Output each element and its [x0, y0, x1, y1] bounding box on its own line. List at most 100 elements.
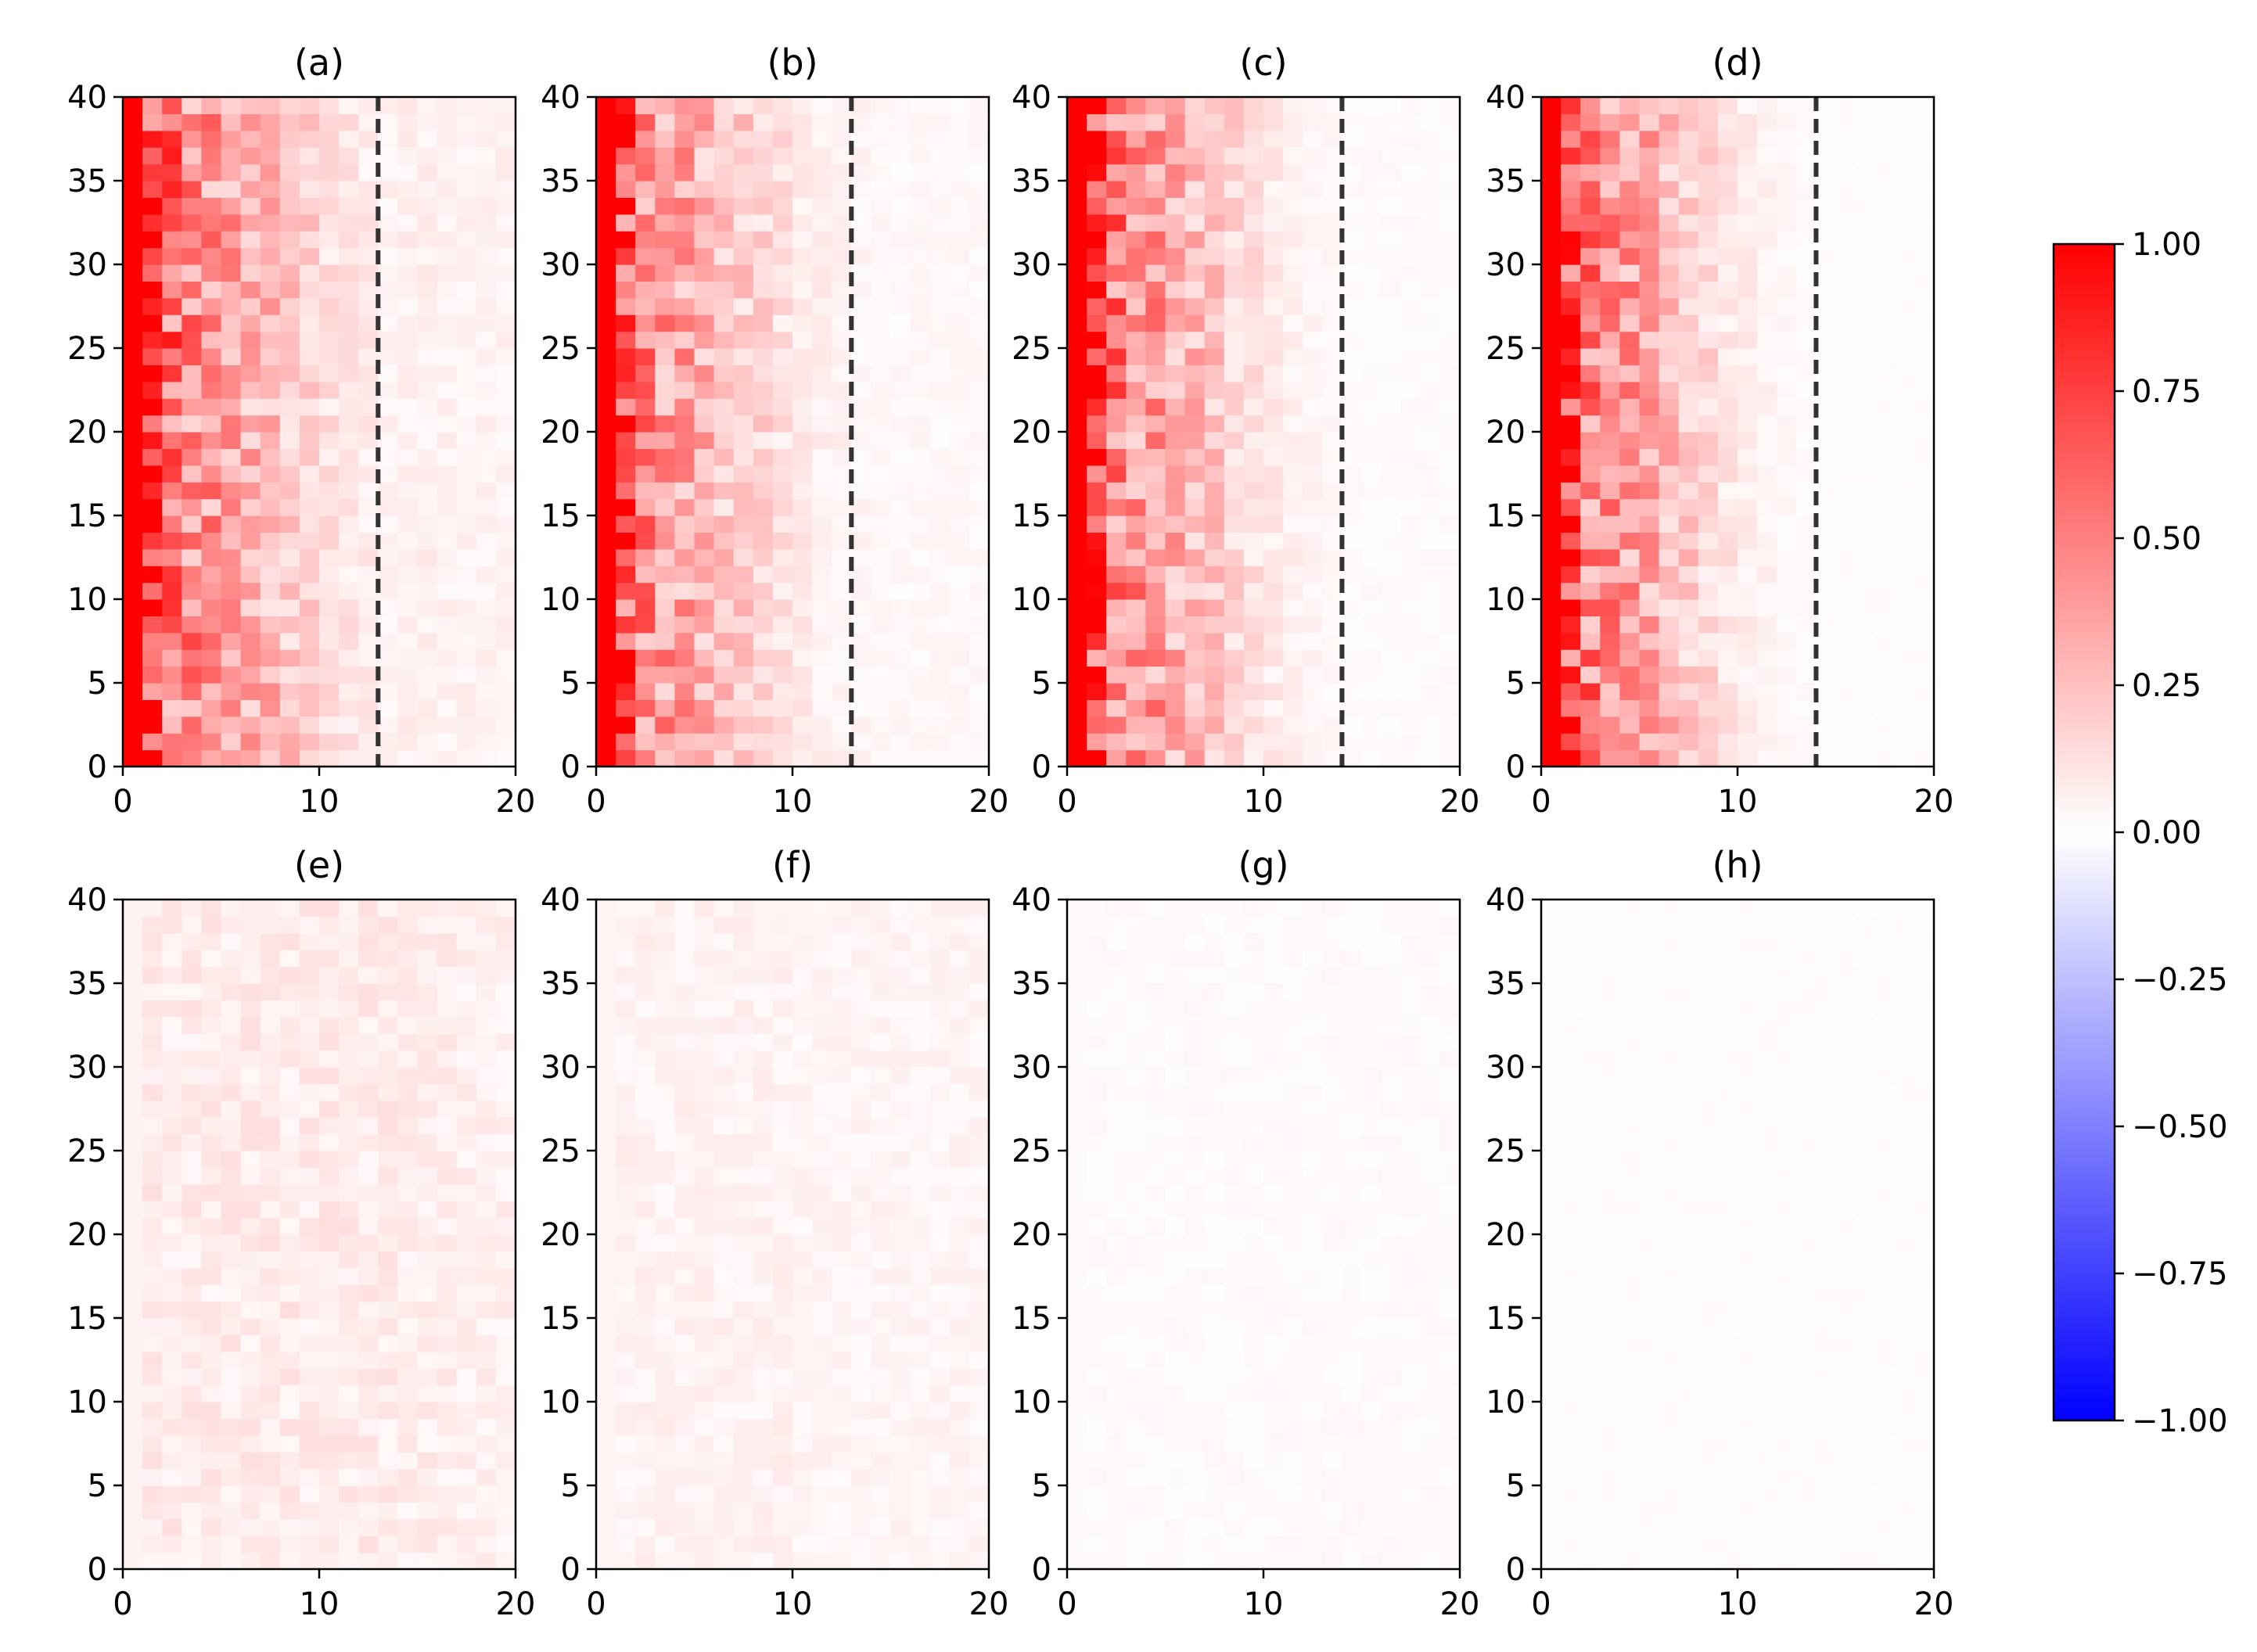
heatmap-cell: [713, 465, 735, 483]
heatmap-cell: [1400, 398, 1421, 416]
heatmap-cell: [221, 113, 242, 131]
heatmap-cell: [221, 314, 242, 332]
heatmap-cell: [1894, 733, 1915, 751]
heatmap-cell: [1874, 365, 1896, 382]
heatmap-cell: [1639, 548, 1660, 566]
heatmap-cell: [1400, 515, 1421, 533]
heatmap-cell: [142, 214, 163, 232]
heatmap-cell: [1106, 683, 1127, 700]
heatmap-cell: [162, 649, 182, 667]
heatmap-cell: [1145, 113, 1166, 131]
heatmap-cell: [871, 916, 892, 934]
heatmap-cell: [713, 163, 735, 181]
heatmap-cell: [1283, 432, 1303, 449]
heatmap-cell: [142, 181, 163, 198]
heatmap-cell: [378, 163, 398, 181]
heatmap-cell: [397, 983, 419, 1000]
heatmap-cell: [1361, 699, 1382, 717]
heatmap-cell: [1738, 181, 1758, 198]
heatmap-cell: [616, 733, 636, 751]
heatmap-cell: [1106, 699, 1127, 717]
heatmap-cell: [260, 716, 281, 734]
heatmap-cell: [1342, 515, 1363, 533]
heatmap-cell: [1342, 733, 1363, 751]
heatmap-cell: [1381, 616, 1402, 634]
heatmap-cell: [456, 632, 477, 650]
heatmap-cell: [890, 1502, 911, 1520]
heatmap-cell: [1439, 666, 1461, 684]
y-tick-label: 25: [67, 331, 107, 367]
heatmap-cell: [1561, 113, 1581, 131]
heatmap-cell: [733, 1251, 754, 1269]
heatmap-cell: [1145, 214, 1166, 232]
heatmap-cell: [1184, 532, 1206, 550]
panel-title: (c): [1239, 41, 1287, 84]
heatmap-cell: [181, 1485, 202, 1503]
heatmap-cell: [1126, 582, 1146, 600]
heatmap-cell: [733, 699, 754, 717]
heatmap-cell: [1342, 415, 1363, 433]
heatmap-cell: [616, 1552, 636, 1570]
heatmap-cell: [616, 448, 636, 466]
heatmap-cell: [221, 1100, 242, 1118]
heatmap-cell: [476, 197, 497, 215]
heatmap-cell: [733, 683, 754, 700]
heatmap-cell: [1835, 498, 1856, 516]
heatmap-cell: [596, 1485, 616, 1503]
heatmap-cell: [674, 147, 695, 165]
heatmap-cell: [616, 1468, 636, 1486]
heatmap-cell: [1678, 683, 1699, 700]
y-tick-label: 15: [67, 1301, 107, 1337]
heatmap-cell: [1224, 699, 1245, 717]
heatmap-cell: [181, 1000, 202, 1018]
heatmap-cell: [1541, 247, 1562, 265]
heatmap-cell: [635, 1301, 656, 1319]
heatmap-cell: [969, 649, 990, 667]
heatmap-cell: [437, 398, 458, 416]
y-tick-label: 5: [561, 1468, 580, 1504]
heatmap-cell: [812, 448, 832, 466]
heatmap-cell: [1914, 683, 1935, 700]
heatmap-cell: [1717, 632, 1738, 650]
heatmap-cell: [437, 415, 458, 433]
heatmap-cell: [437, 1351, 458, 1369]
heatmap-cell: [1717, 281, 1738, 299]
heatmap-cell: [1698, 616, 1719, 634]
heatmap-cell: [162, 482, 182, 500]
heatmap-cell: [1243, 666, 1264, 684]
heatmap-cell: [871, 683, 892, 700]
heatmap-cell: [456, 716, 477, 734]
heatmap-cell: [1717, 649, 1738, 667]
heatmap-cell: [1342, 331, 1363, 349]
heatmap-cell: [910, 1167, 931, 1185]
heatmap-cell: [890, 532, 911, 550]
heatmap-cell: [1243, 616, 1264, 634]
heatmap-cell: [240, 181, 261, 198]
heatmap-cell: [1126, 247, 1146, 265]
heatmap-cell: [812, 365, 832, 382]
heatmap-cell: [221, 1201, 242, 1219]
heatmap-cell: [851, 1368, 872, 1386]
heatmap-cell: [437, 966, 458, 984]
heatmap-cell: [1184, 197, 1206, 215]
heatmap-cell: [753, 1402, 774, 1419]
heatmap-cell: [279, 1418, 300, 1436]
heatmap-cell: [713, 1183, 735, 1201]
heatmap-cell: [1816, 264, 1837, 282]
heatmap-cell: [1717, 214, 1738, 232]
heatmap-cell: [890, 214, 911, 232]
heatmap-cell: [1263, 532, 1284, 550]
heatmap-cell: [1283, 181, 1303, 198]
heatmap-cell: [1106, 264, 1127, 282]
heatmap-cell: [1796, 515, 1817, 533]
heatmap-cell: [713, 548, 735, 566]
heatmap-cell: [1400, 163, 1421, 181]
heatmap-cell: [929, 582, 951, 600]
heatmap-cell: [596, 749, 616, 767]
heatmap-cell: [1439, 548, 1461, 566]
heatmap-cell: [1322, 381, 1342, 399]
heatmap-cell: [1303, 163, 1323, 181]
heatmap-cell: [260, 348, 281, 365]
heatmap-cell: [339, 1000, 359, 1018]
heatmap-cell: [1303, 448, 1323, 466]
